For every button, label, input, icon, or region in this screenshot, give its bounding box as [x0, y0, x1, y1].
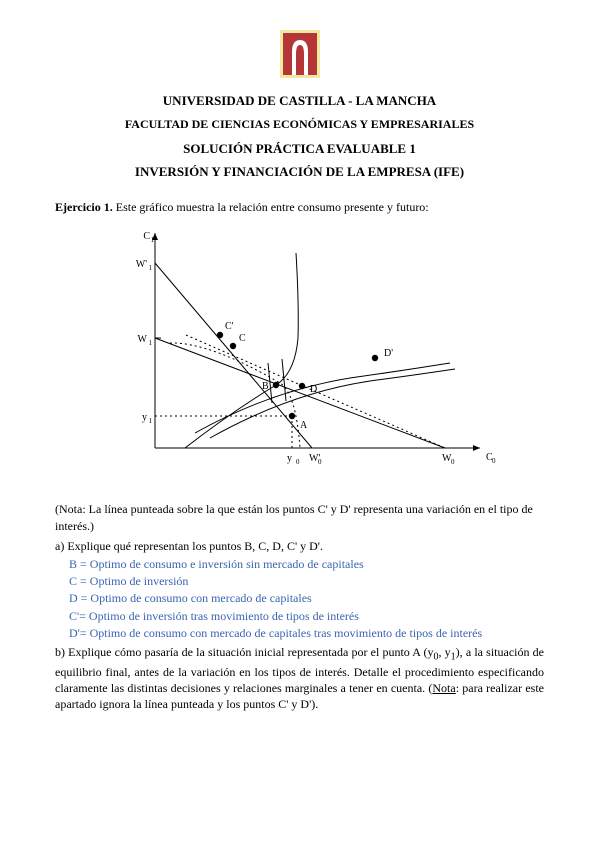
header-faculty: FACULTAD DE CIENCIAS ECONÓMICAS Y EMPRES… — [55, 116, 544, 132]
svg-text:W': W' — [135, 259, 146, 270]
answers-list: B = Optimo de consumo e inversión sin me… — [55, 556, 544, 641]
header-subtitle: INVERSIÓN Y FINANCIACIÓN DE LA EMPRESA (… — [55, 163, 544, 181]
svg-text:D: D — [310, 384, 317, 395]
header-title: SOLUCIÓN PRÁCTICA EVALUABLE 1 — [55, 140, 544, 158]
answer-line: D = Optimo de consumo con mercado de cap… — [69, 590, 544, 606]
question-a: a) Explique qué representan los puntos B… — [55, 538, 544, 554]
svg-text:D': D' — [384, 348, 393, 359]
chart-note: (Nota: La línea punteada sobre la que es… — [55, 501, 544, 533]
qb-mid1: , y — [438, 645, 450, 659]
svg-text:C: C — [239, 333, 246, 344]
svg-text:0: 0 — [451, 458, 455, 466]
svg-text:y: y — [287, 453, 292, 464]
answer-line: D'= Optimo de consumo con mercado de cap… — [69, 625, 544, 641]
svg-text:1: 1 — [148, 339, 152, 347]
svg-text:0: 0 — [318, 458, 322, 466]
svg-text:C: C — [143, 231, 150, 242]
svg-text:W: W — [137, 334, 147, 345]
svg-text:y: y — [142, 412, 147, 423]
svg-text:C': C' — [225, 321, 234, 332]
qb-prefix: b) Explique cómo pasaría de la situación… — [55, 645, 433, 659]
consumption-chart: C1C0W'1W1y1y0W'0W0ABCC'DD' — [55, 223, 544, 487]
exercise-1: Ejercicio 1. Este gráfico muestra la rel… — [55, 199, 544, 215]
svg-text:1: 1 — [150, 236, 154, 244]
answer-line: B = Optimo de consumo e inversión sin me… — [69, 556, 544, 572]
exercise-1-label: Ejercicio 1. — [55, 200, 113, 214]
question-b: b) Explique cómo pasaría de la situación… — [55, 644, 544, 712]
university-logo — [55, 30, 544, 82]
header-university: UNIVERSIDAD DE CASTILLA - LA MANCHA — [55, 92, 544, 110]
qb-note-label: Nota — [432, 681, 455, 695]
svg-text:1: 1 — [148, 417, 152, 425]
answer-line: C'= Optimo de inversión tras movimiento … — [69, 608, 544, 624]
svg-text:0: 0 — [492, 457, 496, 465]
svg-text:0: 0 — [296, 458, 300, 466]
exercise-1-text: Este gráfico muestra la relación entre c… — [113, 200, 429, 214]
svg-text:A: A — [300, 420, 308, 431]
svg-text:B: B — [262, 381, 269, 392]
answer-line: C = Optimo de inversión — [69, 573, 544, 589]
svg-text:1: 1 — [148, 264, 152, 272]
